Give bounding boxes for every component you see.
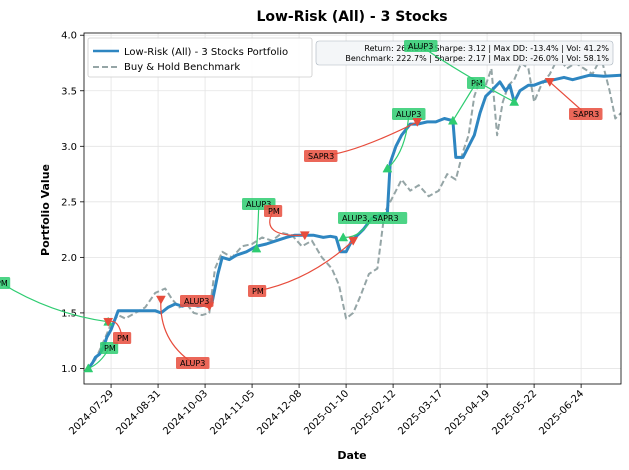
annotation-label: PM: [0, 279, 8, 288]
trade-annotations: PMPMPMALUP3ALUP3ALUP3PMALUP3, SAPR3PMALU…: [0, 40, 603, 373]
series-layer: [87, 56, 621, 370]
annotation-box: [248, 285, 267, 297]
annotation-box: [113, 332, 132, 344]
buy-marker: [83, 363, 94, 373]
portfolio-line: [87, 73, 621, 370]
annotation-box: [304, 150, 338, 162]
stats-box: Return: 262.8% | Sharpe: 3.12 | Max DD: …: [315, 40, 614, 66]
annotation-label: SAPR3: [308, 152, 334, 161]
buy-annotation: PM: [0, 277, 114, 326]
legend: Low-Risk (All) - 3 Stocks Portfolio Buy …: [87, 37, 313, 78]
annotation-label: PM: [104, 344, 116, 353]
sell-annotation: PM: [248, 236, 359, 297]
sell-marker: [155, 295, 166, 305]
sell-marker: [544, 78, 555, 87]
y-tick-label: 4.0: [61, 31, 77, 42]
annotation-box: [176, 357, 210, 369]
buy-annotation: ALUP3: [382, 108, 426, 173]
sell-annotation: PM: [103, 317, 132, 344]
annotation-label: PM: [471, 79, 483, 88]
annotation-box: [100, 342, 119, 354]
annotation-arrow: [256, 240, 354, 292]
annotation-label: ALUP3: [184, 297, 209, 306]
annotation-box: [0, 277, 11, 289]
annotation-label: ALUP3: [246, 200, 271, 209]
y-tick-label: 3.5: [61, 86, 77, 97]
annotation-label: PM: [117, 334, 129, 343]
buy-marker: [447, 115, 458, 125]
sell-annotation: SAPR3: [544, 78, 603, 120]
annotation-arrow: [387, 113, 410, 169]
annotation-box: [467, 77, 486, 89]
sell-annotation: SAPR3: [304, 118, 423, 162]
annotation-label: ALUP3: [396, 110, 421, 119]
annotation-box: [569, 108, 603, 120]
annotation-label: PM: [268, 207, 280, 216]
buy-annotation: ALUP3: [404, 40, 520, 106]
sell-annotation: ALUP3: [155, 295, 210, 369]
annotation-label: PM: [252, 287, 264, 296]
legend-box: [87, 37, 313, 78]
buy-annotation: ALUP3, SAPR3: [338, 212, 408, 242]
buy-marker: [509, 96, 520, 106]
sell-marker: [348, 236, 359, 246]
x-axis-label: Date: [337, 449, 366, 462]
buy-annotation: PM: [447, 77, 486, 125]
plot-frame: [83, 32, 622, 385]
stats-line-portfolio: Return: 262.8% | Sharpe: 3.12 | Max DD: …: [364, 44, 609, 53]
annotation-box: [338, 212, 408, 224]
legend-label-portfolio: Low-Risk (All) - 3 Stocks Portfolio: [124, 47, 288, 58]
sell-marker: [299, 231, 310, 241]
buy-annotation: PM: [83, 342, 119, 373]
legend-label-benchmark: Buy & Hold Benchmark: [124, 62, 240, 73]
y-tick-label: 2.5: [61, 197, 77, 208]
sell-marker: [412, 118, 423, 127]
annotation-label: ALUP3: [180, 359, 205, 368]
stats-box-background: [315, 40, 614, 66]
sell-annotation: PM: [264, 205, 310, 241]
stats-line-benchmark: Benchmark: 222.7% | Sharpe: 2.17 | Max D…: [345, 54, 609, 63]
annotation-arrow: [0, 282, 109, 323]
buy-marker: [382, 163, 393, 173]
annotation-label: SAPR3: [573, 110, 599, 119]
sell-marker: [103, 317, 114, 327]
y-tick-label: 2.0: [61, 253, 77, 264]
sell-annotation: ALUP3: [180, 295, 215, 312]
buy-marker: [251, 243, 262, 253]
annotation-label: ALUP3, SAPR3: [342, 214, 399, 223]
buy-marker: [338, 232, 349, 242]
annotation-box: [392, 108, 426, 120]
y-tick-label: 1.0: [61, 364, 77, 375]
annotation-box: [404, 40, 438, 52]
annotation-box: [180, 295, 214, 307]
annotation-box: [264, 205, 283, 217]
annotation-label: ALUP3: [408, 42, 433, 51]
y-axis-label: Portfolio Value: [39, 164, 52, 256]
y-tick-label: 3.0: [61, 142, 77, 153]
chart-title: Low-Risk (All) - 3 Stocks: [256, 9, 447, 25]
